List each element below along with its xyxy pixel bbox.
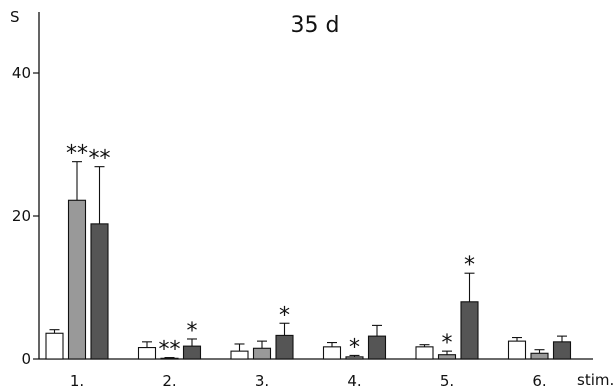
bar bbox=[230, 350, 249, 360]
x-category-label: 5. bbox=[440, 372, 454, 390]
bars-group bbox=[45, 199, 572, 360]
x-category-label: 2. bbox=[162, 372, 176, 390]
bar bbox=[67, 199, 87, 360]
significance-annotation: * bbox=[349, 335, 360, 360]
significance-annotation: ** bbox=[159, 338, 181, 363]
bar bbox=[552, 341, 572, 360]
significance-annotation: * bbox=[279, 303, 290, 328]
chart-title: 35 d bbox=[291, 13, 340, 38]
significance-annotation: * bbox=[187, 319, 198, 344]
x-category-label: 1. bbox=[70, 372, 84, 390]
significance-annotation: ** bbox=[89, 147, 111, 172]
x-category-label: 6. bbox=[532, 372, 546, 390]
axes-group bbox=[33, 12, 593, 360]
bar bbox=[322, 346, 342, 360]
bar bbox=[275, 334, 294, 360]
significance-annotation: * bbox=[442, 331, 453, 356]
tick-labels-group: 0 20 40 1. 2. 3. 4. 5. 6. bbox=[12, 64, 547, 390]
error-bars-group bbox=[49, 161, 567, 359]
bar bbox=[367, 335, 387, 360]
bar bbox=[415, 346, 434, 360]
y-tick-label: 40 bbox=[12, 64, 31, 82]
significance-annotations: ** ******* ** bbox=[66, 142, 475, 363]
y-axis-label: S bbox=[10, 8, 20, 26]
y-tick-label: 20 bbox=[12, 207, 31, 225]
bar bbox=[90, 223, 109, 360]
bar bbox=[460, 301, 479, 360]
x-category-label: 3. bbox=[255, 372, 269, 390]
x-category-label: 4. bbox=[347, 372, 361, 390]
bar bbox=[530, 352, 549, 360]
significance-annotation: ** bbox=[66, 142, 88, 167]
x-axis-label: stim. bbox=[577, 371, 613, 389]
significance-annotation: * bbox=[464, 253, 475, 278]
bar bbox=[182, 345, 202, 360]
bar bbox=[137, 347, 157, 360]
bar bbox=[45, 332, 64, 360]
bar bbox=[252, 347, 272, 360]
bar bbox=[507, 340, 527, 360]
y-tick-label: 0 bbox=[21, 350, 31, 368]
